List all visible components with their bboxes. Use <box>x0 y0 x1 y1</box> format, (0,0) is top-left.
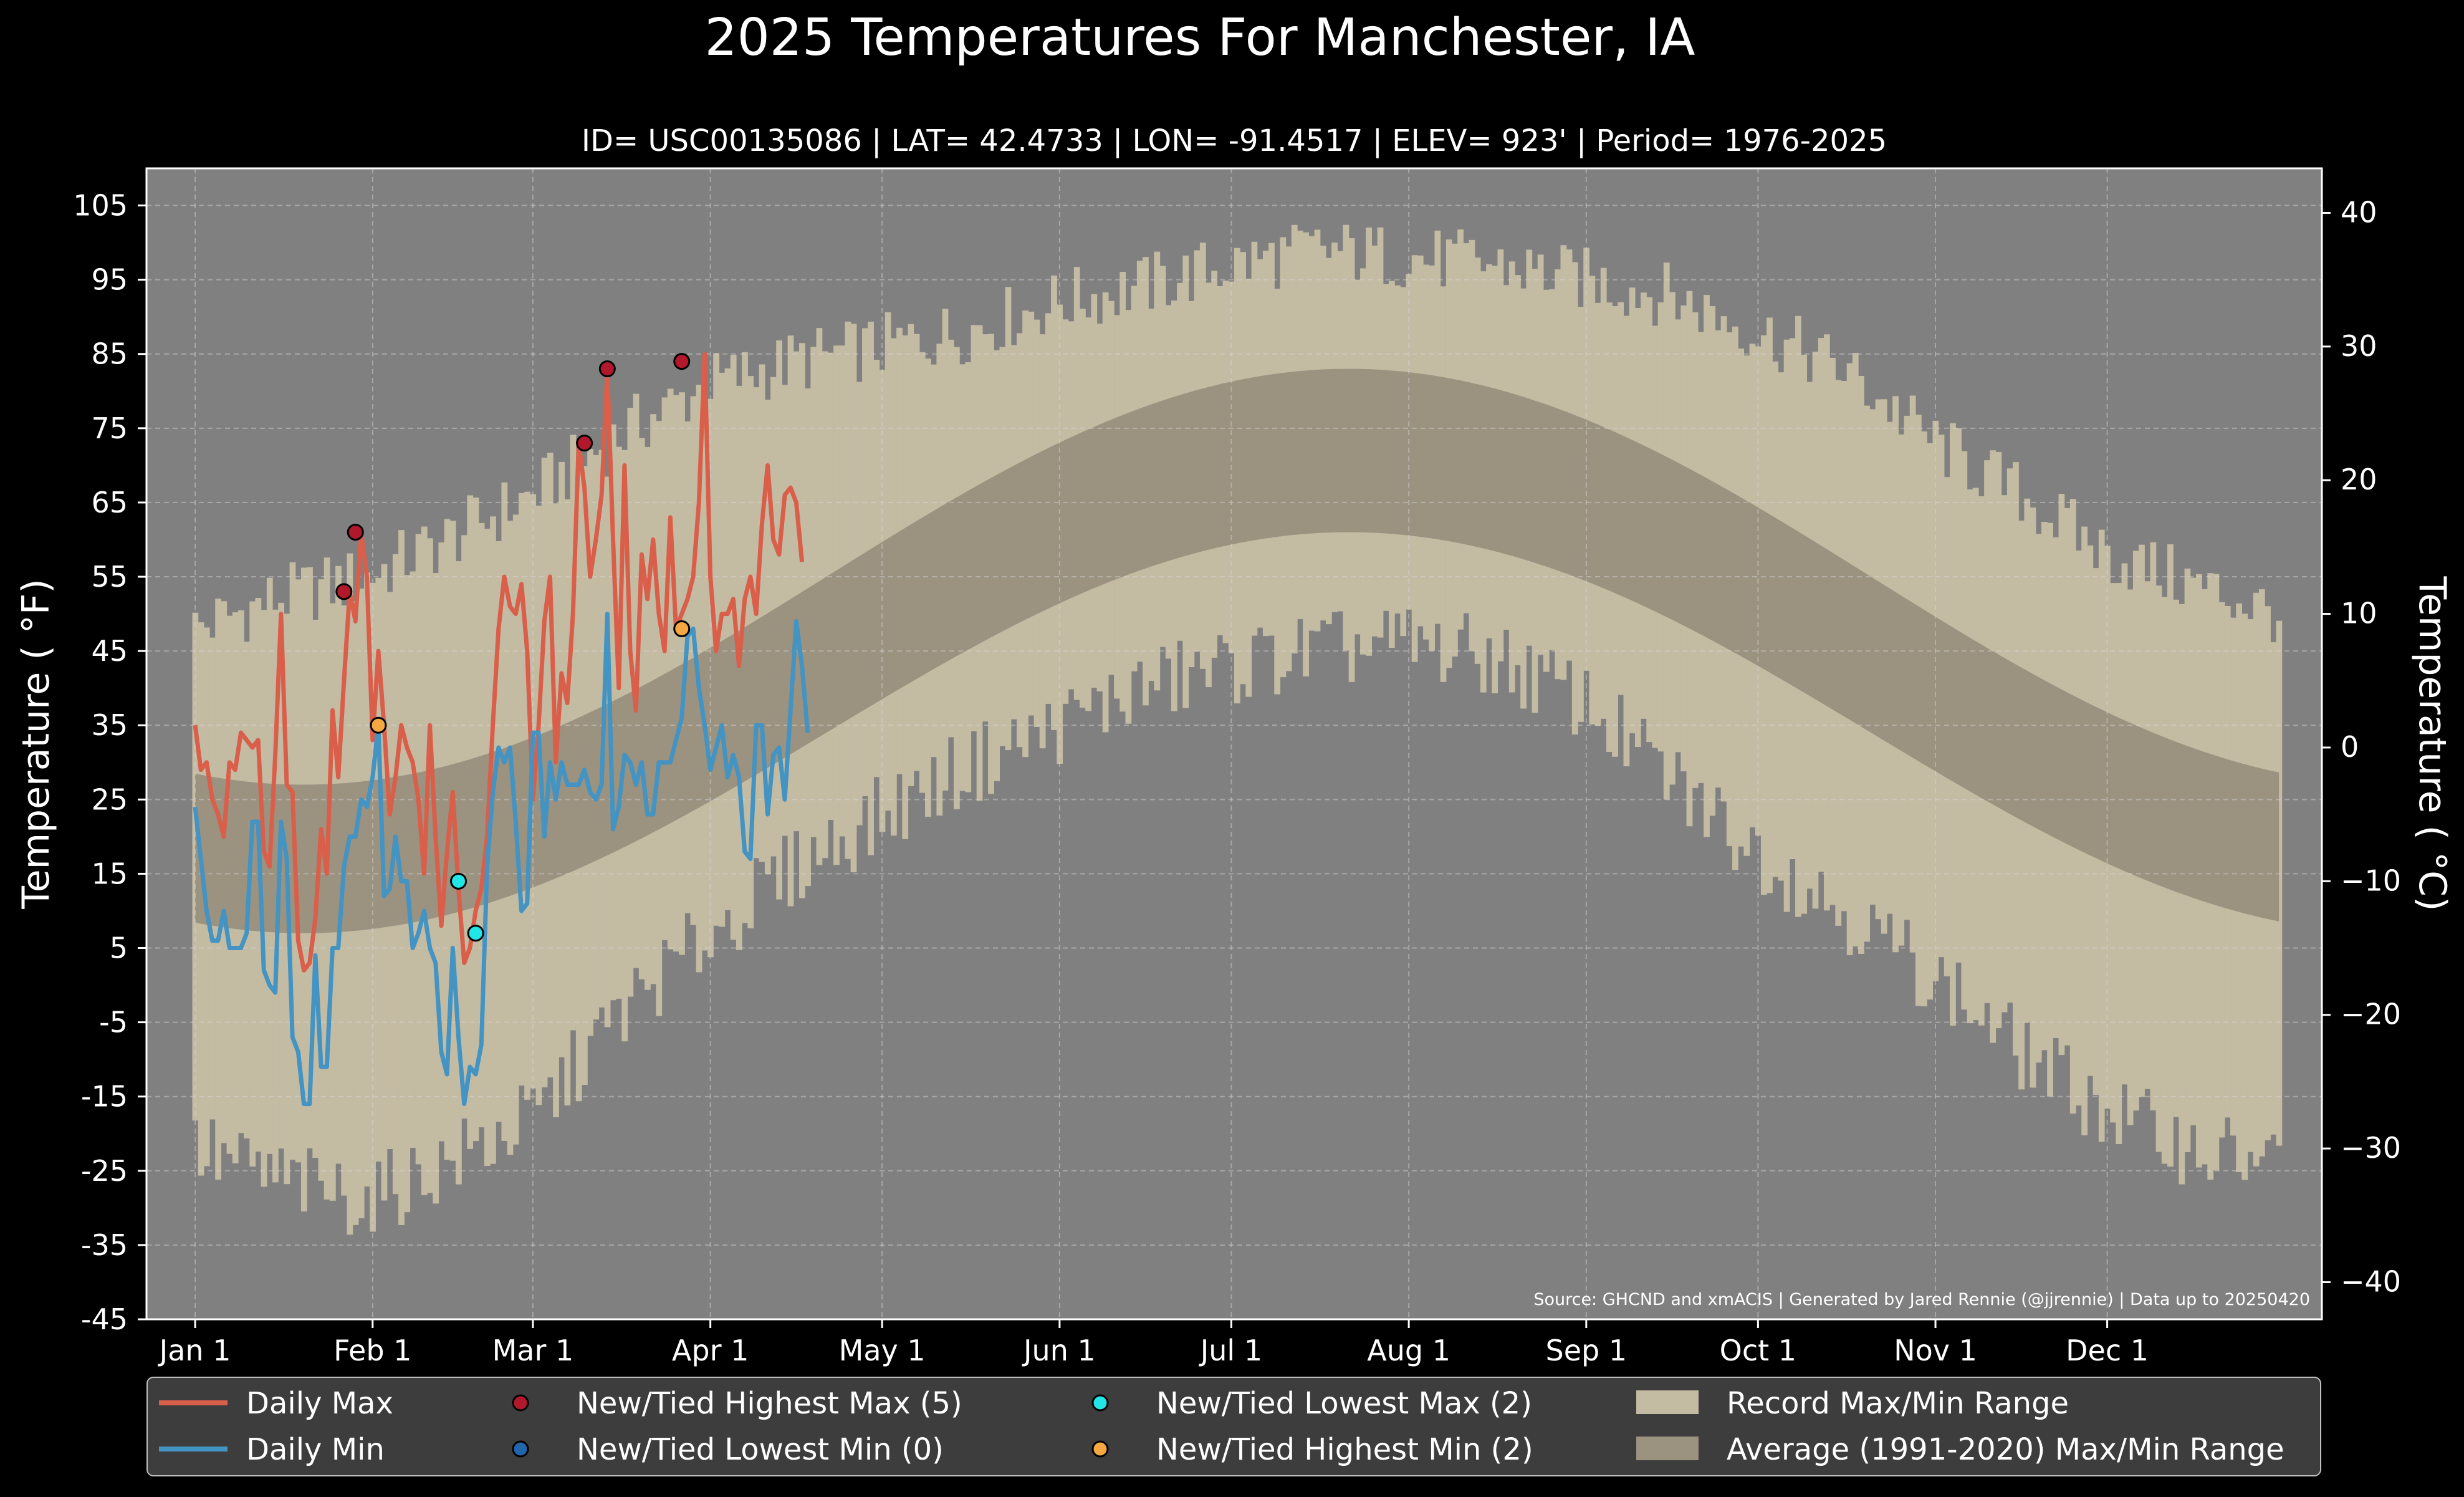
y-tick-label-left: -35 <box>81 1228 128 1262</box>
x-tick-label: Oct 1 <box>1720 1334 1796 1367</box>
x-tick-label: Jul 1 <box>1199 1334 1262 1367</box>
x-tick-label: Jun 1 <box>1022 1334 1096 1367</box>
average-range-area <box>195 368 2279 933</box>
record-point-highest-max <box>335 583 353 600</box>
record-range-bar <box>793 351 800 832</box>
legend-label: Daily Max <box>246 1386 393 1421</box>
y-tick-label-left: 95 <box>91 263 128 297</box>
legend: Daily Max Daily Min New/Tied Highest Max (… <box>146 1377 2321 1476</box>
y-tick-label-left: -45 <box>81 1302 128 1336</box>
y-tick-label-right: 0 <box>2341 730 2359 764</box>
legend-box <box>146 1377 2321 1476</box>
y-tick-label-left: 5 <box>110 931 128 965</box>
y-tick-label-left: 55 <box>91 560 128 594</box>
record-point-highest-min <box>673 620 691 637</box>
legend-swatch-patch <box>1636 1390 1699 1414</box>
x-tick-label: May 1 <box>839 1334 926 1367</box>
y-tick-label-left: 45 <box>91 634 128 668</box>
y-tick-label-left: 85 <box>91 337 128 371</box>
chart-subtitle: ID= USC00135086 | LAT= 42.4733 | LON= -9… <box>582 123 1887 158</box>
legend-label: Daily Min <box>246 1432 385 1467</box>
legend-label: New/Tied Lowest Min (0) <box>577 1432 944 1467</box>
legend-swatch-dot <box>1091 1440 1109 1458</box>
record-range-bar <box>2179 604 2185 1185</box>
record-range-bar <box>661 397 668 940</box>
legend-label: New/Tied Lowest Max (2) <box>1156 1386 1532 1421</box>
y-tick-label-right: −10 <box>2341 864 2401 897</box>
chart-title: 2025 Temperatures For Manchester, IA <box>704 8 1695 67</box>
record-range-bar <box>2276 620 2283 1146</box>
y-axis-left-label: Temperature ( °F) <box>14 579 58 910</box>
x-tick-label: Feb 1 <box>333 1334 411 1367</box>
x-tick-label: Dec 1 <box>2066 1334 2149 1367</box>
y-tick-label-right: −30 <box>2341 1131 2401 1165</box>
daily-lines <box>193 352 810 1107</box>
legend-label: Record Max/Min Range <box>1727 1386 2069 1421</box>
record-point-highest-max <box>673 353 691 370</box>
y-tick-label-left: -25 <box>81 1154 128 1188</box>
y-tick-label-left: 25 <box>91 782 128 816</box>
y-tick-label-right: 40 <box>2341 195 2377 229</box>
y-tick-label-left: 35 <box>91 708 128 742</box>
y-tick-label-left: 75 <box>91 412 128 445</box>
legend-entries: Daily Max Daily Min New/Tied Highest Max (… <box>159 1386 2284 1467</box>
daily-min-line <box>193 612 810 1107</box>
y-tick-label-right: 30 <box>2341 329 2377 363</box>
plot-frame <box>145 167 2323 1321</box>
y-tick-label-right: −40 <box>2341 1264 2401 1298</box>
record-range-bar <box>667 388 674 950</box>
legend-label: New/Tied Highest Max (5) <box>577 1386 962 1421</box>
x-axis-ticks: Jan 1 Feb 1 Mar 1 Apr 1 May 1 Jun 1 Jul 1 Aug 1… <box>158 1319 2149 1367</box>
record-point-lowest-max <box>467 925 484 942</box>
legend-label: Average (1991-2020) Max/Min Range <box>1727 1432 2284 1467</box>
record-point-highest-max <box>576 435 593 452</box>
y-tick-label-right: 10 <box>2341 597 2377 630</box>
y-tick-label-left: -5 <box>99 1006 128 1039</box>
y-tick-label-right: −20 <box>2341 998 2401 1031</box>
y-tick-label-left: 105 <box>73 189 128 223</box>
x-tick-label: Jan 1 <box>158 1334 231 1367</box>
average-range-band <box>195 368 2279 933</box>
legend-swatch-dot <box>512 1440 529 1458</box>
y-tick-label-left: -15 <box>81 1080 128 1114</box>
y-axis-right-ticks: 40 30 20 10 0 −10 −20 −30 −40 <box>2322 195 2401 1298</box>
source-note: Source: GHCND and xmACIS | Generated by … <box>1533 1290 2310 1309</box>
y-axis-right-label: Temperature ( °C) <box>2410 576 2454 912</box>
y-tick-label-left: 15 <box>91 857 128 890</box>
legend-swatch-dot <box>512 1394 529 1412</box>
record-range-bar <box>759 364 765 862</box>
legend-swatch-patch <box>1636 1437 1699 1460</box>
y-tick-label-right: 20 <box>2341 463 2377 496</box>
record-point-highest-max <box>347 524 364 541</box>
legend-swatch-dot <box>1091 1394 1109 1412</box>
x-tick-label: Nov 1 <box>1894 1334 1977 1367</box>
record-point-lowest-max <box>450 872 467 890</box>
x-tick-label: Sep 1 <box>1546 1334 1627 1367</box>
y-axis-left-ticks: 105 95 85 75 65 55 45 35 25 15 5 -5 -15 -25 -35 -45 <box>73 189 146 1336</box>
legend-label: New/Tied Highest Min (2) <box>1156 1432 1533 1467</box>
x-tick-label: Mar 1 <box>492 1334 574 1367</box>
y-tick-label-left: 65 <box>91 486 128 519</box>
x-tick-label: Apr 1 <box>672 1334 749 1367</box>
record-point-highest-min <box>370 716 387 734</box>
daily-max-line <box>193 352 805 973</box>
record-points <box>335 353 691 942</box>
record-point-highest-max <box>598 360 616 378</box>
x-tick-label: Aug 1 <box>1367 1334 1450 1367</box>
